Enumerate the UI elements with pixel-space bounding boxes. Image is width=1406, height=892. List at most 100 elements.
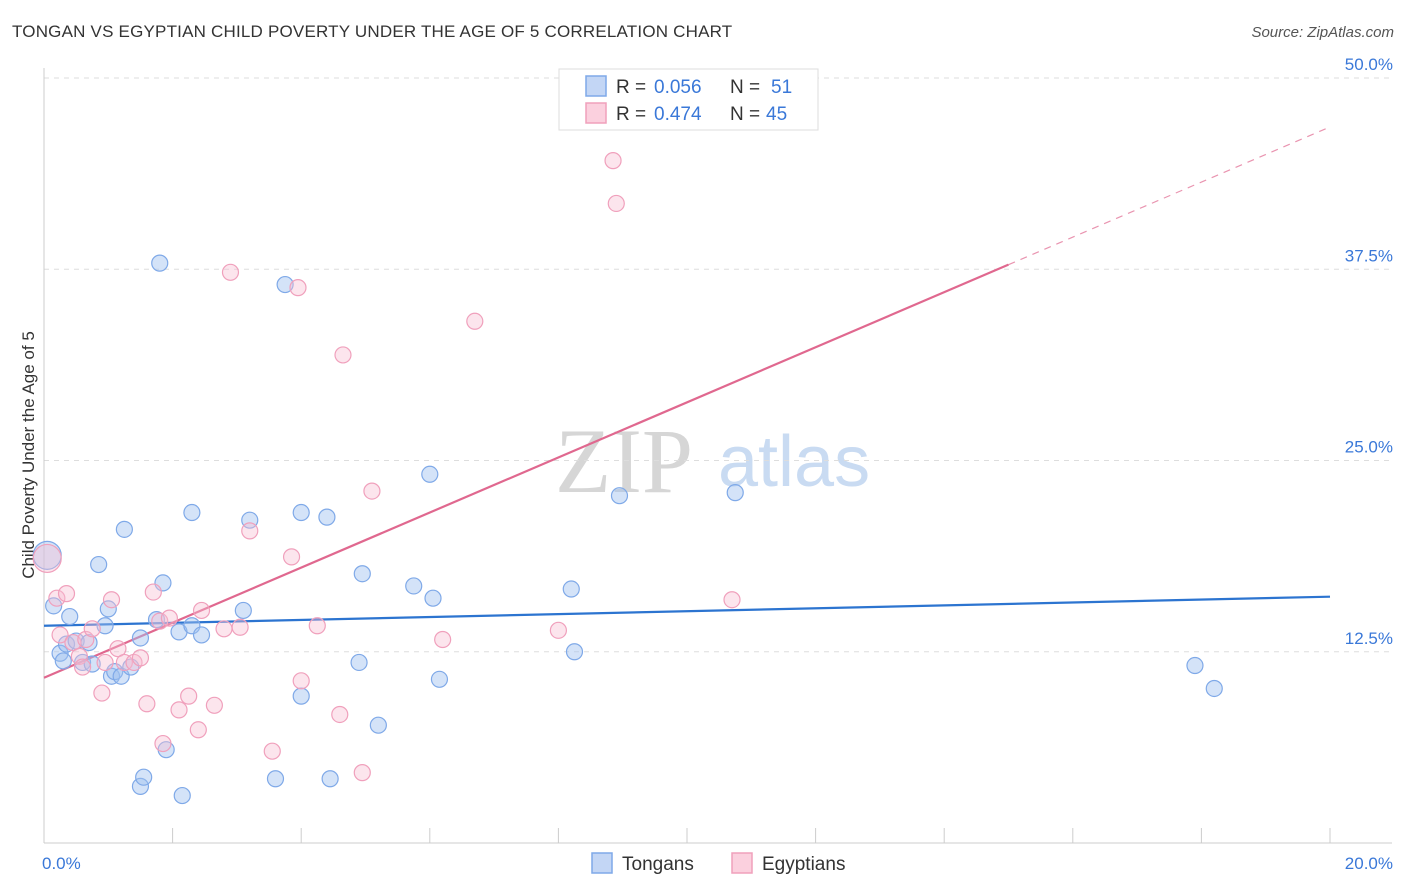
egyptians-point <box>241 522 259 540</box>
tongans-point <box>266 770 285 788</box>
tongans-point <box>151 254 169 272</box>
egyptians-point <box>160 609 178 627</box>
axes <box>43 68 1392 844</box>
tongans-point <box>565 643 584 661</box>
egyptians-point <box>363 482 381 500</box>
watermark-atlas: atlas <box>718 422 870 502</box>
tongans-point <box>430 670 449 688</box>
egyptians-point <box>48 589 66 607</box>
tongans-point <box>183 503 201 522</box>
tongans-point <box>99 600 117 618</box>
egyptians-point <box>51 626 69 644</box>
tongans-point <box>1205 679 1223 698</box>
egyptians-point <box>282 548 301 566</box>
egyptians-point <box>549 621 568 639</box>
tongans-point <box>1186 656 1204 675</box>
tongans-point <box>318 508 336 526</box>
tongans-point <box>135 768 153 786</box>
y-axis-title: Child Poverty Under the Age of 5 <box>19 331 38 579</box>
y-tick-label: 50.0% <box>1345 55 1393 74</box>
legend-swatch-tongans <box>585 75 607 97</box>
tongans-point <box>57 635 76 653</box>
egyptians-point <box>215 620 233 638</box>
x-tick-label: 20.0% <box>1345 854 1393 873</box>
data-points <box>32 152 1223 805</box>
egyptians-point <box>70 647 88 665</box>
tongans-point <box>292 503 310 522</box>
egyptians-point <box>73 658 92 676</box>
legend-n-value-egyptians: 45 <box>766 104 787 125</box>
egyptians-point <box>334 346 352 364</box>
egyptians-point <box>607 194 625 213</box>
egyptians-point <box>192 601 211 620</box>
gridlines <box>44 77 1392 653</box>
legend-swatch-egyptians <box>585 102 607 124</box>
legend-r-value-egyptians: 0.474 <box>654 104 702 125</box>
egyptians-point <box>144 583 162 601</box>
tongans-point <box>726 484 744 502</box>
egyptians-point <box>604 152 622 170</box>
tongans-point <box>350 653 368 672</box>
legend-r-value-tongans: 0.056 <box>654 77 702 98</box>
tongans-point <box>353 565 371 583</box>
tongans-point <box>610 487 629 505</box>
tongans-point <box>131 777 150 795</box>
correlation-legend: R = 0.056 N = 51 R = 0.474 N = 45 <box>558 68 819 131</box>
egyptians-point <box>353 764 371 782</box>
egyptians-point <box>138 695 156 713</box>
egyptians-point <box>466 312 484 330</box>
legend-n-value-tongans: 51 <box>771 77 792 98</box>
tongans-point <box>562 580 580 598</box>
tongans-point <box>321 770 339 788</box>
egyptians-point <box>57 585 76 603</box>
tongans-point <box>192 626 211 644</box>
tongans-point <box>276 275 294 294</box>
y-tick-label: 37.5% <box>1345 246 1393 265</box>
legend-r-label: R = <box>616 104 646 125</box>
egyptians-point <box>32 543 62 574</box>
tongans-point <box>96 617 114 635</box>
x-tick-label: 0.0% <box>42 854 81 873</box>
tongans-point <box>369 716 387 734</box>
egyptians-point <box>231 618 249 636</box>
watermark: ZIP atlas <box>555 410 870 512</box>
legend-item-egyptians: Egyptians <box>762 854 845 875</box>
egyptians-point <box>170 701 188 719</box>
tongans-point <box>102 667 121 685</box>
x-tick-labels: 0.0% 20.0% <box>42 854 1393 873</box>
tongans-point <box>54 652 72 670</box>
egyptians-point <box>83 620 101 638</box>
tongans-point <box>115 520 133 538</box>
egyptians-trend-extension <box>1008 126 1331 266</box>
tongans-point <box>292 687 310 705</box>
egyptians-point <box>93 684 111 702</box>
tongans-trend-line <box>43 595 1331 627</box>
egyptians-point <box>109 640 127 658</box>
tongans-point <box>405 577 423 595</box>
y-tick-label: 12.5% <box>1345 629 1393 648</box>
egyptians-point <box>331 705 349 724</box>
egyptians-point <box>221 263 240 281</box>
egyptians-point <box>64 633 82 652</box>
tongans-point <box>90 555 108 574</box>
egyptians-trend-line <box>43 263 1009 679</box>
legend-item-tongans: Tongans <box>622 854 694 875</box>
tongans-point <box>61 607 79 626</box>
tongans-point <box>83 655 101 673</box>
y-tick-label: 25.0% <box>1345 438 1393 457</box>
legend-item-egyptians-swatch <box>731 852 753 874</box>
source-credit: Source: ZipAtlas.com <box>1251 24 1394 41</box>
egyptians-point <box>115 653 133 672</box>
tongans-point <box>421 465 439 483</box>
egyptians-point <box>180 687 198 705</box>
egyptians-point <box>77 630 95 649</box>
legend-n-label: N = <box>730 104 760 125</box>
series-legend: Tongans Egyptians <box>591 852 845 875</box>
egyptians-point <box>723 591 741 609</box>
tongans-point <box>234 601 252 620</box>
egyptians-point <box>189 721 207 739</box>
egyptians-point <box>263 742 281 760</box>
egyptians-point <box>131 649 150 667</box>
legend-r-label: R = <box>616 77 646 98</box>
